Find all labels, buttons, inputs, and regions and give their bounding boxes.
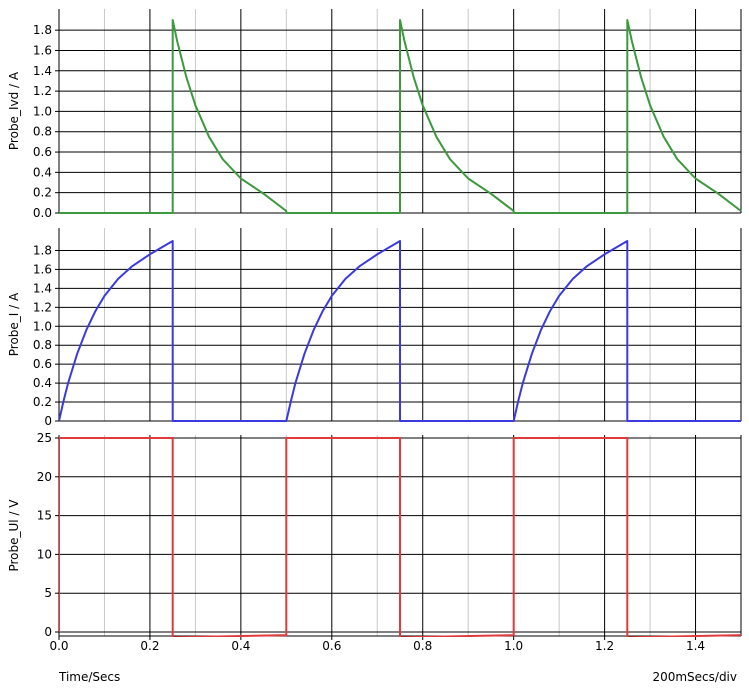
time-axis-label: Time/Secs (58, 670, 120, 684)
y-tick-label: 1.6 (33, 262, 52, 276)
waveform-series-3 (59, 437, 742, 637)
x-tick-label: 0.4 (231, 639, 250, 653)
y-tick-label: 0.2 (33, 395, 52, 409)
y-axis-label: Probe_Ul / V (7, 499, 21, 572)
y-tick-label: 0.6 (33, 357, 52, 371)
y-tick-label: 1.8 (33, 23, 52, 37)
panel-1: 0.0 0.2 0.4 0.6 0.8 1.0 1.2 1.4 1.6 1.8 Probe_Ivd … (7, 9, 742, 220)
y-tick-label: 0 (44, 625, 52, 639)
y-tick-label: 1.4 (33, 64, 52, 78)
y-tick-label: 0.6 (33, 145, 52, 159)
y-tick-label: 0.4 (33, 376, 52, 390)
y-axis-label: Probe_I / A (7, 292, 21, 356)
y-tick-label: 0.8 (33, 125, 52, 139)
x-tick-label: 0.2 (140, 639, 159, 653)
y-tick-label: 15 (37, 509, 52, 523)
waveform-series-1 (59, 19, 742, 214)
y-axis-label: Probe_Ivd / A (7, 71, 21, 150)
x-tick-label: 1.2 (595, 639, 614, 653)
y-tick-label: 5 (44, 586, 52, 600)
y-tick-label: 0.8 (33, 338, 52, 352)
x-tick-label: 0.0 (49, 639, 68, 653)
panel-2: 0 0.2 0.4 0.6 0.8 1.0 1.2 1.4 1.6 1.8 Probe_I / A (7, 228, 742, 428)
y-tick-label: 1.0 (33, 319, 52, 333)
y-tick-label: 1.4 (33, 281, 52, 295)
y-tick-label: 20 (37, 470, 52, 484)
y-tick-label: 0.0 (33, 206, 52, 220)
y-tick-label: 1.0 (33, 104, 52, 118)
y-tick-label: 0.2 (33, 186, 52, 200)
x-tick-label: 1.0 (504, 639, 523, 653)
x-tick-label: 0.8 (413, 639, 432, 653)
division-label: 200mSecs/div (652, 670, 737, 684)
waveform-series-2 (59, 240, 741, 422)
y-tick-label: 1.8 (33, 243, 52, 257)
panel-3: 0 5 10 15 20 25 Probe_Ul / V 0.0 0.2 0.4 0.6 0.8 1.0… (7, 431, 742, 653)
y-tick-label: 1.6 (33, 43, 52, 57)
y-tick-label: 0.4 (33, 165, 52, 179)
x-tick-label: 1.4 (686, 639, 705, 653)
x-tick-label: 0.6 (322, 639, 341, 653)
y-tick-label: 1.2 (33, 300, 52, 314)
y-tick-label: 0 (44, 414, 52, 428)
y-tick-label: 1.2 (33, 84, 52, 98)
y-tick-label: 25 (37, 431, 52, 445)
y-tick-label: 10 (37, 547, 52, 561)
